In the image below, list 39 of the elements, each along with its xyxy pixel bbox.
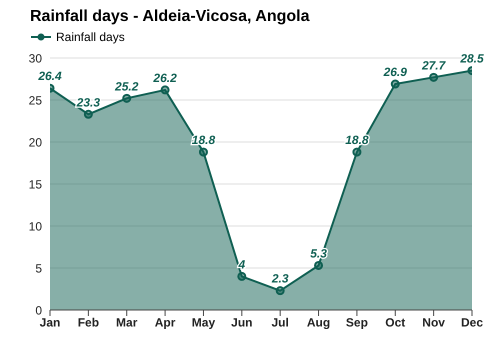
x-tick-label: Nov	[422, 316, 446, 330]
point	[390, 80, 400, 89]
data-label: 26.2	[152, 70, 178, 85]
x-tick-label: May	[192, 316, 216, 330]
data-label: 27.7	[420, 58, 447, 72]
x-tick-label: Oct	[385, 316, 406, 330]
y-tick-label: 25	[28, 93, 42, 108]
x-tick-label: Jul	[272, 316, 289, 330]
y-tick-label: 15	[28, 177, 42, 192]
point	[160, 85, 170, 94]
chart-title: Rainfall days - Aldeia-Vicosa, Angola	[30, 8, 311, 27]
point	[198, 148, 208, 157]
data-label: 26.4	[37, 69, 62, 84]
x-tick-label: Aug	[306, 316, 330, 330]
data-label: 23.3	[76, 95, 100, 110]
y-tick-label: 20	[28, 135, 42, 150]
x-tick-label: Jun	[231, 316, 252, 330]
x-tick-label: Feb	[78, 316, 100, 330]
x-tick-label: Mar	[116, 316, 138, 330]
point	[314, 260, 324, 270]
point	[429, 72, 438, 82]
data-label: 2.3	[270, 272, 289, 286]
point	[122, 94, 132, 103]
y-tick-label: 10	[28, 219, 42, 234]
y-tick-label: 0	[35, 303, 42, 318]
data-label: 28.5	[459, 52, 484, 66]
x-tick-label: Sep	[346, 316, 368, 330]
x-tick-label: Apr	[154, 316, 176, 330]
x-tick-label: Dec	[460, 316, 484, 330]
data-label: 26.9	[382, 65, 408, 80]
x-tick-label: Jan	[40, 316, 60, 330]
y-tick-label: 30	[28, 51, 42, 66]
point	[84, 110, 93, 119]
legend-label: Rainfall days	[56, 30, 125, 44]
point	[276, 286, 285, 296]
point	[352, 148, 362, 157]
point	[237, 272, 246, 281]
data-label: 25.2	[114, 79, 139, 94]
y-tick-label: 5	[35, 261, 42, 276]
